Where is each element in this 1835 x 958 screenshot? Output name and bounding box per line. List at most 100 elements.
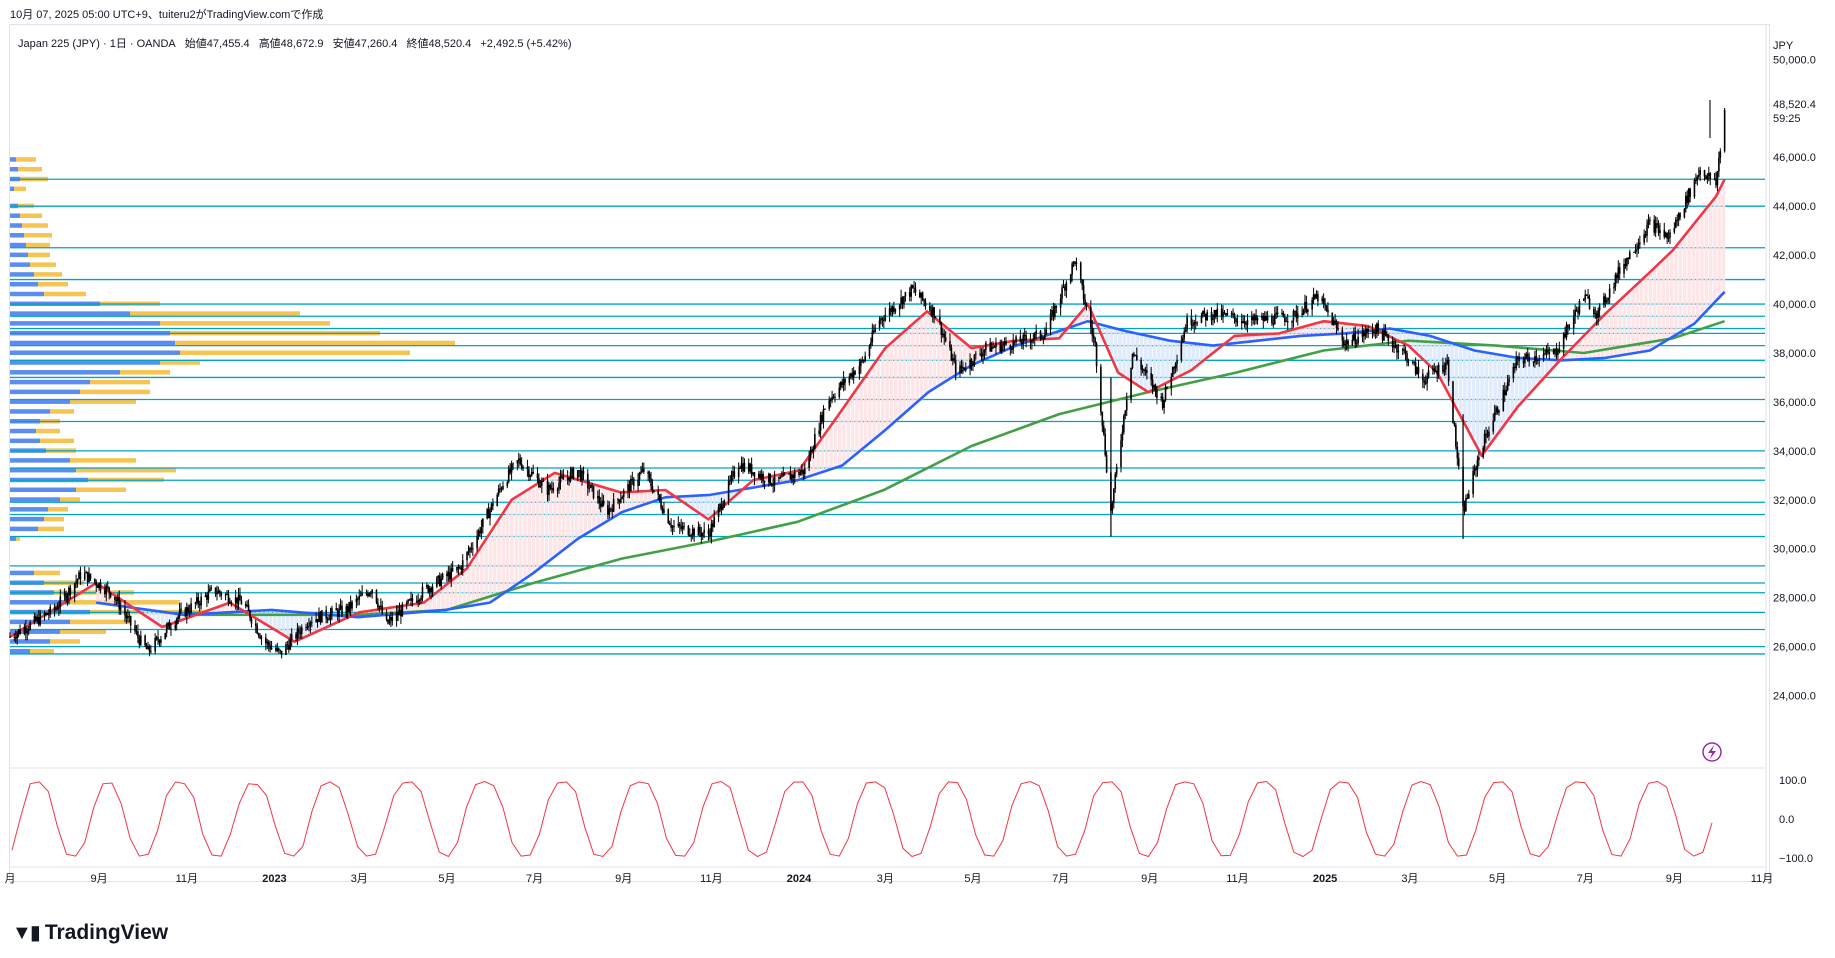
candle-body xyxy=(1414,362,1417,374)
candle-body xyxy=(1628,252,1631,260)
candle-body xyxy=(1286,321,1289,323)
vp-bar-down xyxy=(44,291,86,297)
price-tick-label: 26,000.0 xyxy=(1773,642,1816,654)
candle-body xyxy=(990,346,993,352)
candle-body xyxy=(963,367,966,370)
candle-body xyxy=(395,612,398,622)
vp-bar-down xyxy=(120,370,170,375)
candle-body xyxy=(1403,349,1405,351)
vp-bar-down xyxy=(48,507,68,512)
candle-body xyxy=(1351,339,1354,346)
candle-body xyxy=(1603,296,1605,306)
candle-body xyxy=(1012,340,1014,350)
candle-body xyxy=(1151,379,1154,388)
ma-fill-segment xyxy=(583,481,588,536)
lightning-icon[interactable] xyxy=(1702,742,1722,762)
ma-fill-segment xyxy=(143,609,148,615)
candle-body xyxy=(801,469,803,473)
candle-body xyxy=(607,504,609,515)
ma-fill-segment xyxy=(1661,261,1665,344)
ma-fill-segment xyxy=(1299,327,1303,337)
candle-body xyxy=(244,604,247,607)
ma-fill-segment xyxy=(596,485,600,528)
vp-bar-down xyxy=(24,233,52,238)
vp-bar-up xyxy=(10,648,30,654)
candle-body xyxy=(1262,315,1265,322)
candle-body xyxy=(1387,335,1390,341)
oscillator-tick-label: 0.0 xyxy=(1779,814,1794,826)
ma-fill-segment xyxy=(1333,322,1338,335)
candle-body xyxy=(1044,334,1046,340)
candle-body xyxy=(220,593,223,596)
ma-fill-segment xyxy=(475,555,480,605)
ma-fill-segment xyxy=(1281,332,1286,338)
candle-body xyxy=(1608,288,1611,298)
candle-body xyxy=(1528,356,1530,362)
ma-fill-segment xyxy=(561,475,566,552)
candle-body xyxy=(851,373,854,378)
candle-body xyxy=(1437,365,1440,375)
candle-body xyxy=(1623,264,1625,274)
ma-fill xyxy=(96,184,1726,642)
candle-body xyxy=(355,598,358,602)
time-axis[interactable]: 月 9月 11月 2023 3月 5月 7月 9月 11月 2024 3月 5月 7月 9月 11月 2025… xyxy=(5,866,1774,885)
candle-body xyxy=(526,466,529,470)
ma-fill-segment xyxy=(613,490,618,518)
ma-fill-segment xyxy=(868,372,872,445)
vp-bar-up xyxy=(10,340,175,346)
candle-body xyxy=(1593,308,1595,314)
candle-body xyxy=(1345,340,1348,344)
candle-body xyxy=(723,500,726,506)
ma-fill-segment xyxy=(639,491,644,507)
vp-bar-down xyxy=(38,281,68,287)
candle-body xyxy=(678,523,681,527)
candle-body xyxy=(1532,361,1535,363)
candle-body xyxy=(451,568,454,571)
candle-body xyxy=(1677,213,1680,221)
candle-body xyxy=(1604,296,1607,303)
candle-body xyxy=(305,627,307,629)
candle-body xyxy=(868,346,871,357)
ma-fill-segment xyxy=(686,496,691,505)
candle-body xyxy=(1585,294,1588,296)
candle-body xyxy=(1618,267,1621,274)
ma-fill-segment xyxy=(273,610,277,629)
candle-body xyxy=(1009,344,1012,349)
candle-body xyxy=(86,571,89,583)
ma-fill-segment xyxy=(1631,289,1635,354)
ma-fill-segment xyxy=(1540,359,1545,382)
candle-body xyxy=(1664,232,1667,237)
vp-bar-down xyxy=(30,262,56,267)
candle-body xyxy=(1215,310,1217,317)
candle-body xyxy=(1534,356,1536,363)
candle-body xyxy=(1296,313,1299,319)
candle-body xyxy=(1693,179,1696,197)
candle-body xyxy=(844,378,846,383)
tradingview-logo[interactable]: ▼▮ TradingView xyxy=(12,920,168,945)
candle-body xyxy=(1452,381,1454,423)
vp-bar-up xyxy=(10,370,120,375)
candle-body xyxy=(1069,274,1072,283)
legend-symbol[interactable]: Japan 225 (JPY) · 1日 · OANDA xyxy=(18,38,176,50)
price-tick-label: 34,000.0 xyxy=(1773,446,1816,458)
candle-body xyxy=(717,506,720,518)
candle-body xyxy=(361,592,363,596)
vp-bar-down xyxy=(70,619,130,625)
ma-fill-segment xyxy=(479,548,484,605)
candle-body xyxy=(729,480,731,482)
candle-body xyxy=(1163,400,1165,408)
candle-body xyxy=(893,306,895,312)
candle-body xyxy=(884,315,887,321)
candle-body xyxy=(1095,343,1098,367)
ma-fill-segment xyxy=(691,495,695,508)
vp-bar-up xyxy=(10,526,38,532)
candle-body xyxy=(1365,328,1368,334)
price-axis[interactable]: 50,000.0 46,000.0 44,000.0 42,000.0 40,000.0… xyxy=(1765,24,1816,882)
vp-bar-down xyxy=(160,321,330,326)
candle-body xyxy=(1508,378,1510,383)
ma-fill-segment xyxy=(1290,330,1295,337)
vp-bar-up xyxy=(10,389,80,395)
time-tick-label: 7月 xyxy=(1052,873,1069,885)
candle-body xyxy=(348,601,350,612)
